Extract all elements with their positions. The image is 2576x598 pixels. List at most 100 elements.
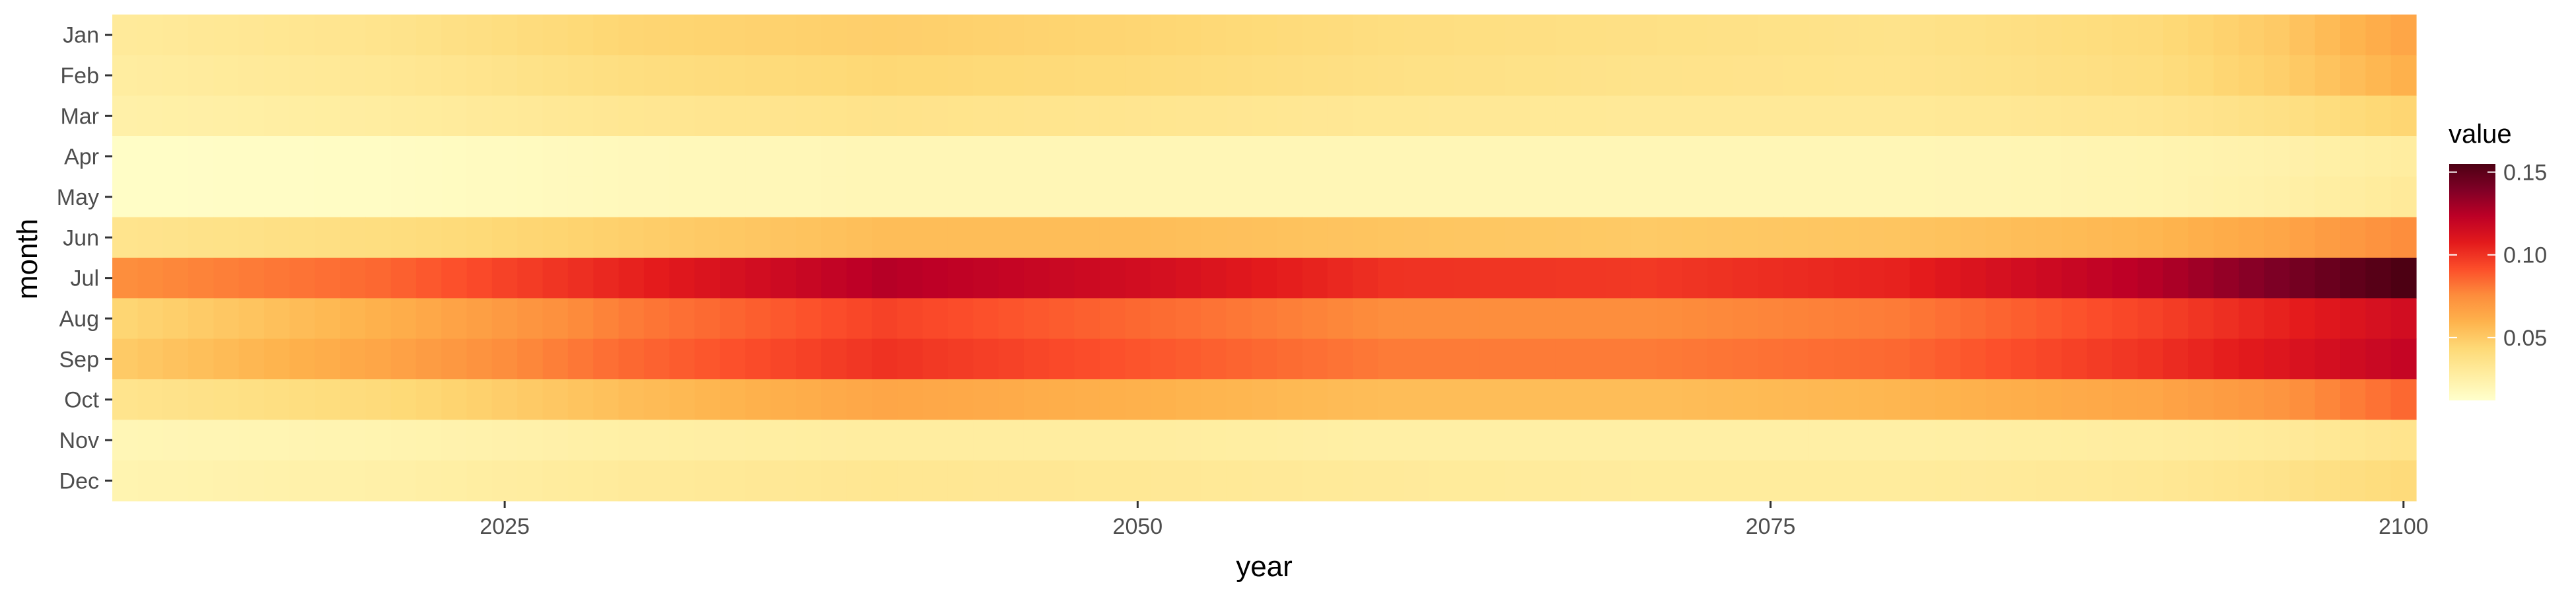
heatmap-tile (795, 95, 822, 137)
heatmap-tile (1505, 176, 1531, 218)
heatmap-tile (188, 420, 214, 461)
x-tick-label: 2050 (1113, 514, 1163, 539)
heatmap-tile (1201, 217, 1227, 258)
heatmap-tile (998, 298, 1024, 340)
heatmap-tile (162, 136, 189, 177)
heatmap-tile (390, 176, 417, 218)
heatmap-tile (1277, 176, 1303, 218)
heatmap-tile (1353, 176, 1379, 218)
heatmap-tile (1657, 298, 1683, 340)
heatmap-tile (137, 379, 164, 420)
heatmap-tile (2213, 258, 2240, 299)
heatmap-tile (441, 176, 468, 218)
heatmap-tile (1606, 95, 1632, 137)
heatmap-tile (1783, 15, 1809, 56)
heatmap-tile (1378, 15, 1404, 56)
heatmap-tile (2213, 420, 2240, 461)
heatmap-tile (466, 95, 493, 137)
heatmap-tile (1530, 420, 1556, 461)
heatmap-tile (745, 460, 771, 502)
heatmap-tile (491, 176, 518, 218)
heatmap-tile (1378, 338, 1404, 380)
heatmap-tile (719, 258, 746, 299)
heatmap-tile (112, 258, 138, 299)
heatmap-tile (1555, 258, 1581, 299)
heatmap-tile (745, 55, 771, 96)
heatmap-tile (770, 338, 797, 380)
heatmap-tile (593, 95, 620, 137)
heatmap-tile (846, 420, 873, 461)
heatmap-tile (1581, 338, 1607, 380)
heatmap-tile (441, 338, 468, 380)
heatmap-tile (1226, 176, 1252, 218)
heatmap-tile (1302, 176, 1328, 218)
heatmap-tile (517, 55, 544, 96)
heatmap-tile (2087, 338, 2113, 380)
heatmap-tile (1277, 298, 1303, 340)
heatmap-tile (1074, 217, 1100, 258)
heatmap-tile (821, 298, 847, 340)
heatmap-tile (1429, 176, 1455, 218)
heatmap-tile (1201, 298, 1227, 340)
heatmap-tile (2390, 55, 2417, 96)
heatmap-tile (669, 136, 696, 177)
x-axis-title: year (1236, 550, 1293, 583)
heatmap-tile (2061, 379, 2088, 420)
heatmap-tile (491, 298, 518, 340)
heatmap-tile (643, 176, 670, 218)
heatmap-tile (441, 95, 468, 137)
heatmap-tile (264, 420, 290, 461)
heatmap-tile (2314, 379, 2341, 420)
heatmap-tile (491, 460, 518, 502)
heatmap-tile (1530, 298, 1556, 340)
heatmap-tile (264, 55, 290, 96)
heatmap-tile (1960, 460, 1986, 502)
heatmap-tile (1226, 217, 1252, 258)
heatmap-tile (745, 136, 771, 177)
heatmap-tile (669, 298, 696, 340)
heatmap-tile (289, 55, 316, 96)
heatmap-tile (1023, 379, 1050, 420)
heatmap-tile (2213, 136, 2240, 177)
heatmap-tile (567, 15, 594, 56)
heatmap-tile (2188, 95, 2214, 137)
heatmap-tile (821, 15, 847, 56)
heatmap-tile (137, 55, 164, 96)
heatmap-tile (947, 217, 974, 258)
heatmap-tile (593, 258, 620, 299)
heatmap-tile (2011, 55, 2037, 96)
heatmap-tile (2087, 217, 2113, 258)
heatmap-tile (1859, 176, 1885, 218)
heatmap-tile (2011, 217, 2037, 258)
heatmap-tile (922, 460, 948, 502)
heatmap-tile (264, 136, 290, 177)
heatmap-tile (871, 136, 898, 177)
heatmap-tile (1834, 258, 1860, 299)
heatmap-tile (1353, 217, 1379, 258)
heatmap-tile (188, 95, 214, 137)
heatmap-tile (947, 460, 974, 502)
heatmap-tile (542, 136, 569, 177)
heatmap-tile (2188, 176, 2214, 218)
heatmap-tile (1327, 95, 1353, 137)
heatmap-tile (2365, 460, 2392, 502)
heatmap-tile (1884, 420, 1911, 461)
heatmap-tile (567, 298, 594, 340)
heatmap-tile (897, 460, 923, 502)
heatmap-tile (1682, 95, 1708, 137)
heatmap-tile (264, 217, 290, 258)
heatmap-tile (1150, 420, 1176, 461)
heatmap-tile (1201, 258, 1227, 299)
heatmap-tile (2087, 298, 2113, 340)
heatmap-tile (1049, 217, 1075, 258)
heatmap-tiles (112, 15, 2417, 502)
heatmap-tile (1251, 15, 1277, 56)
heatmap-tile (1555, 95, 1581, 137)
heatmap-tile (1783, 298, 1809, 340)
heatmap-tile (1960, 258, 1986, 299)
heatmap-tile (162, 298, 189, 340)
heatmap-tile (1327, 217, 1353, 258)
heatmap-tile (1429, 460, 1455, 502)
heatmap-tile (1682, 379, 1708, 420)
heatmap-tile (1099, 338, 1126, 380)
